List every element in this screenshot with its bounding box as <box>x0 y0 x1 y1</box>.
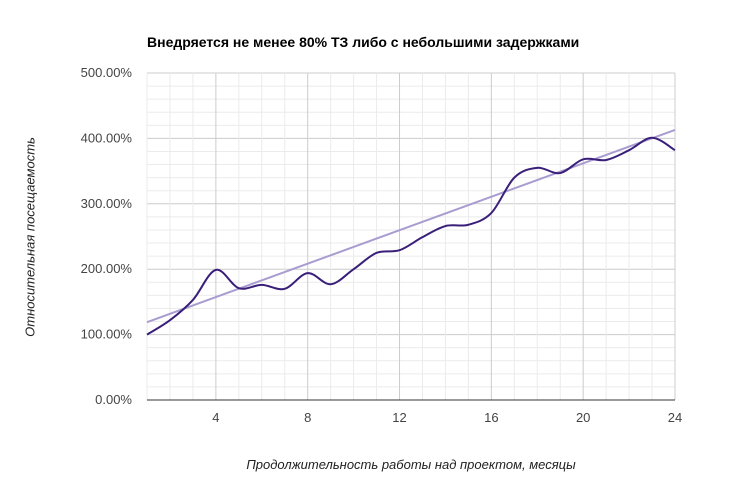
trend-line <box>146 128 676 324</box>
x-tick-label: 20 <box>576 410 590 425</box>
y-tick-label: 100.00% <box>81 327 133 342</box>
series-line <box>146 136 676 336</box>
y-tick-label: 300.00% <box>81 196 133 211</box>
x-tick-label: 16 <box>484 410 498 425</box>
y-tick-label: 400.00% <box>81 130 133 145</box>
x-tick-label: 8 <box>304 410 311 425</box>
y-tick-label: 0.00% <box>95 392 132 407</box>
x-tick-label: 12 <box>392 410 406 425</box>
x-axis-label: Продолжительность работы над проектом, м… <box>246 457 576 472</box>
y-tick-label: 200.00% <box>81 261 133 276</box>
y-tick-label: 500.00% <box>81 65 133 80</box>
chart-title: Внедряется не менее 80% ТЗ либо с неболь… <box>147 34 580 50</box>
x-tick-label: 4 <box>212 410 219 425</box>
x-tick-label: 24 <box>668 410 682 425</box>
